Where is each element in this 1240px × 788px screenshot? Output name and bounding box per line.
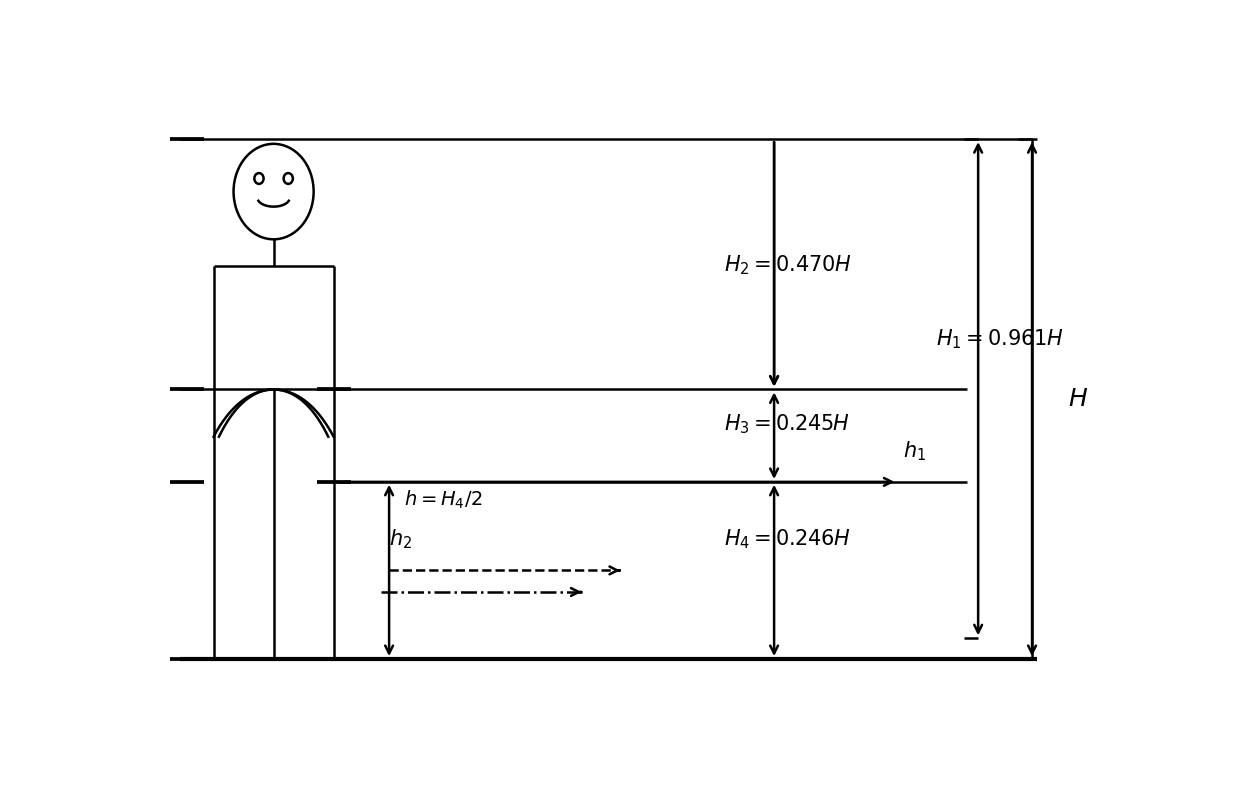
Text: $H_1 = 0.961H$: $H_1 = 0.961H$ [936, 328, 1064, 351]
Text: $h_2$: $h_2$ [389, 528, 412, 552]
Text: $H_4 = 0.246H$: $H_4 = 0.246H$ [724, 528, 851, 552]
Text: $H_2 = 0.470H$: $H_2 = 0.470H$ [724, 253, 852, 277]
Text: $h = H_4/2$: $h = H_4/2$ [404, 489, 482, 511]
Text: $H_3 = 0.245H$: $H_3 = 0.245H$ [724, 412, 851, 436]
Text: $h_1$: $h_1$ [904, 439, 926, 463]
Text: $H$: $H$ [1068, 388, 1089, 411]
